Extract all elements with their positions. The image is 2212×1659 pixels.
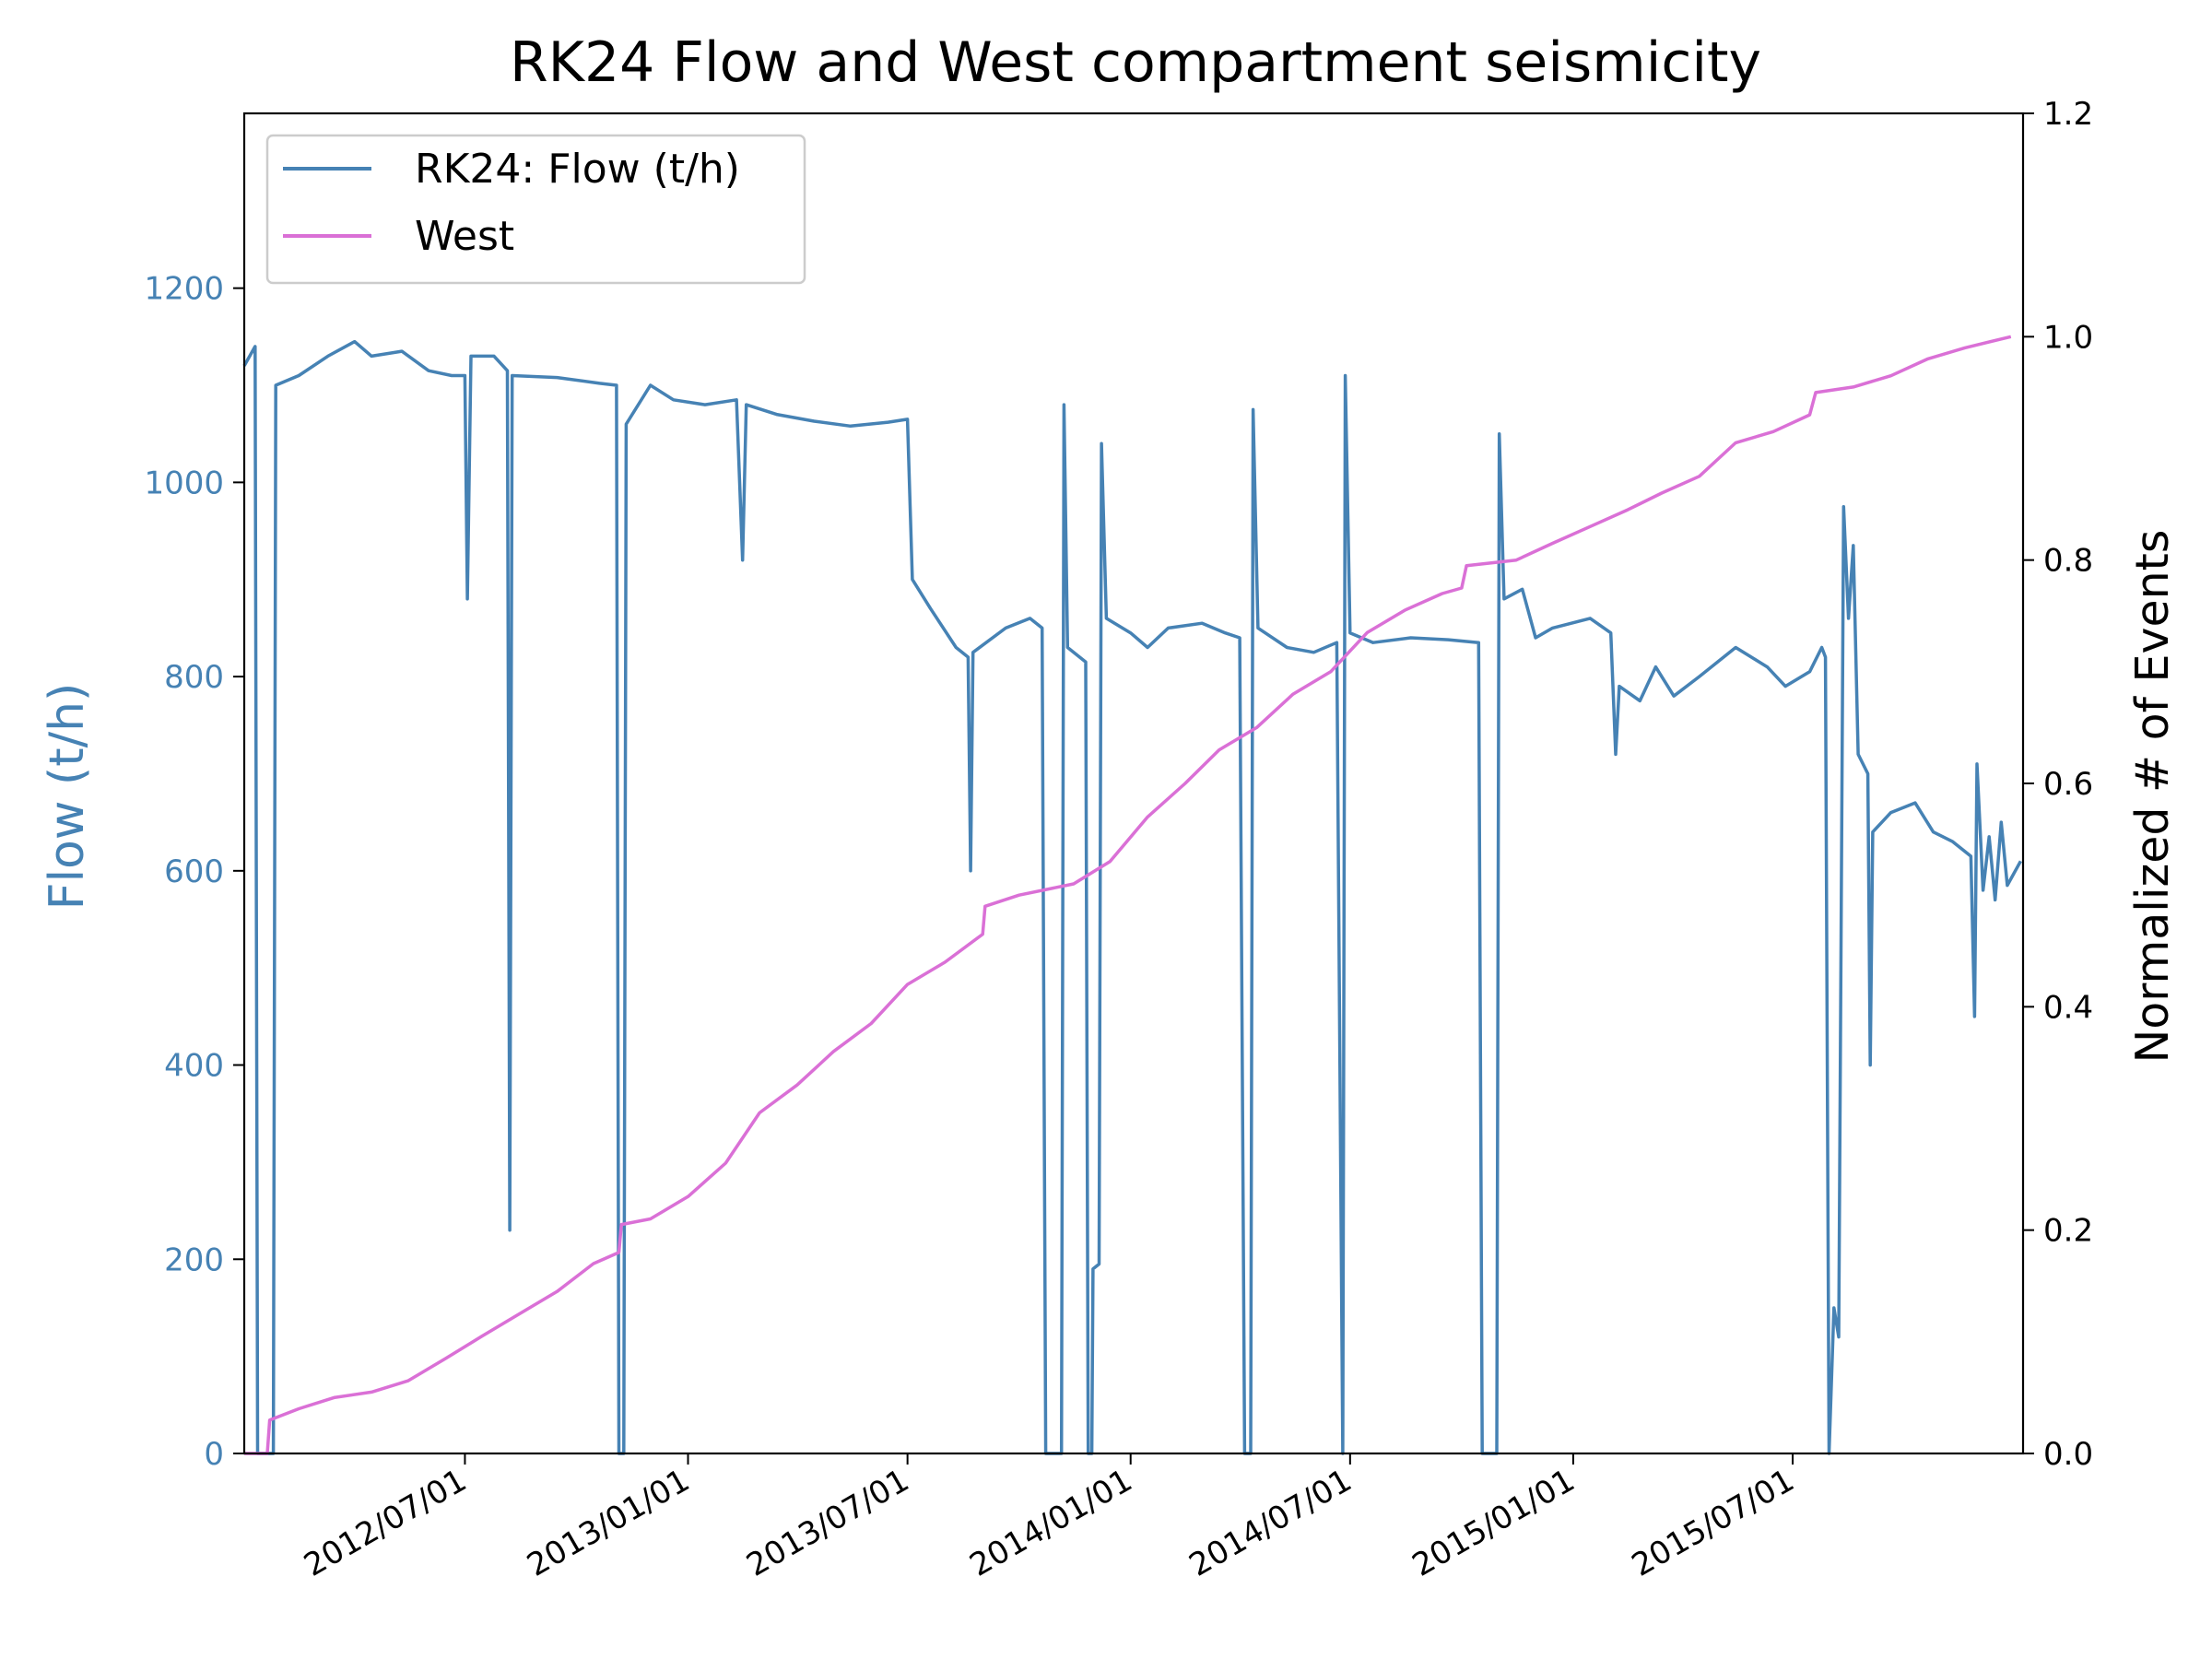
- y-left-tick-label: 600: [164, 853, 224, 890]
- y-axis-label-right: Normalized # of Events: [2126, 530, 2179, 1064]
- chart-title: RK24 Flow and West compartment seismicit…: [510, 30, 1761, 95]
- plot-area: [242, 335, 2022, 1455]
- y-left-tick-label: 0: [204, 1436, 224, 1473]
- y-right-tick-label: 0.6: [2043, 766, 2093, 803]
- y-left-tick-label: 400: [164, 1048, 224, 1085]
- y-right-tick-label: 0.0: [2043, 1436, 2093, 1473]
- series-line-west: [244, 335, 2012, 1455]
- y-axis-label-left: Flow (t/h): [40, 683, 95, 911]
- legend-label: West: [415, 213, 514, 260]
- y-right-tick-label: 0.8: [2043, 543, 2093, 580]
- legend-label: RK24: Flow (t/h): [415, 146, 740, 193]
- y-left-tick-label: 1000: [144, 465, 224, 501]
- y-right-tick-label: 1.2: [2043, 96, 2093, 133]
- y-left-tick-label: 1200: [144, 271, 224, 308]
- y-right-tick-label: 0.4: [2043, 989, 2093, 1026]
- y-right-tick-label: 1.0: [2043, 319, 2093, 356]
- legend: RK24: Flow (t/h) West: [265, 134, 806, 285]
- y-right-tick-label: 0.2: [2043, 1213, 2093, 1250]
- series-line-flow: [242, 339, 2022, 1455]
- y-left-tick-label: 800: [164, 659, 224, 696]
- y-left-tick-label: 200: [164, 1241, 224, 1278]
- legend-box: [265, 134, 806, 285]
